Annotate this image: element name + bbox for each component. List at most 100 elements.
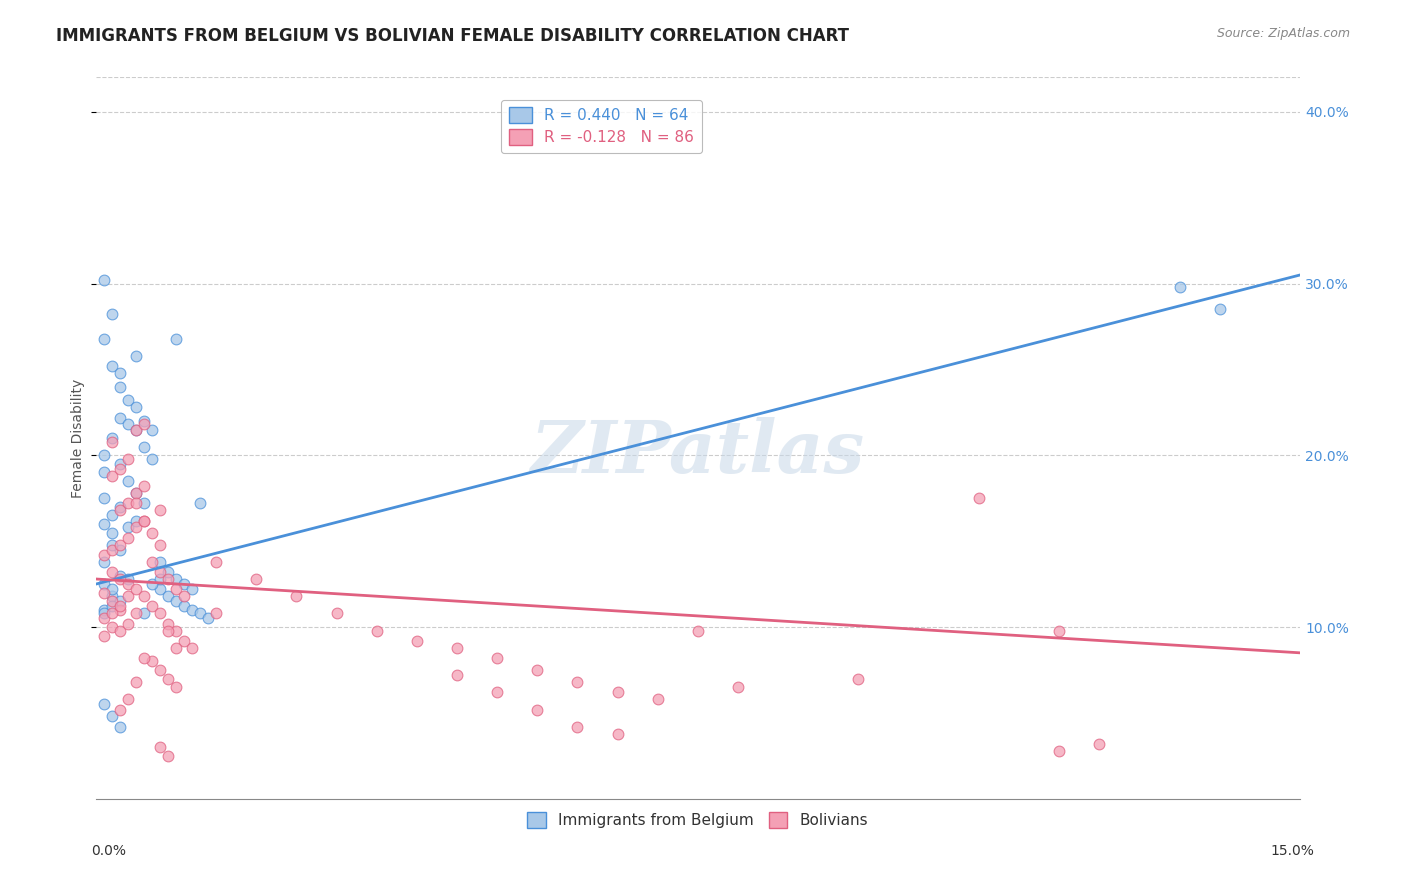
Point — [100, 620, 122, 634]
Point — [149, 503, 172, 517]
Point — [156, 748, 179, 763]
Point — [173, 633, 195, 648]
Point — [132, 651, 155, 665]
Point — [526, 663, 548, 677]
Text: 0.0%: 0.0% — [91, 844, 127, 857]
Point — [141, 655, 163, 669]
Point — [100, 308, 122, 322]
Text: Source: ZipAtlas.com: Source: ZipAtlas.com — [1216, 27, 1350, 40]
Point — [93, 629, 115, 643]
Point — [125, 423, 148, 437]
Point — [132, 440, 155, 454]
Point — [165, 624, 187, 638]
Point — [1209, 302, 1232, 317]
Point — [446, 668, 468, 682]
Point — [173, 589, 195, 603]
Text: ZIPatlas: ZIPatlas — [531, 417, 865, 488]
Point — [647, 692, 669, 706]
Point — [165, 582, 187, 597]
Point — [108, 457, 131, 471]
Point — [100, 565, 122, 579]
Point — [132, 496, 155, 510]
Point — [606, 685, 628, 699]
Point — [526, 702, 548, 716]
Point — [108, 603, 131, 617]
Point — [405, 633, 427, 648]
Legend: Immigrants from Belgium, Bolivians: Immigrants from Belgium, Bolivians — [522, 806, 875, 835]
Point — [100, 594, 122, 608]
Point — [93, 607, 115, 621]
Point — [132, 514, 155, 528]
Point — [93, 516, 115, 531]
Point — [108, 572, 131, 586]
Point — [125, 401, 148, 415]
Point — [125, 582, 148, 597]
Point — [325, 607, 347, 621]
Point — [125, 349, 148, 363]
Point — [125, 514, 148, 528]
Point — [141, 555, 163, 569]
Point — [149, 572, 172, 586]
Point — [149, 555, 172, 569]
Point — [1088, 737, 1111, 751]
Point — [1047, 624, 1070, 638]
Point — [173, 577, 195, 591]
Point — [366, 624, 388, 638]
Point — [149, 663, 172, 677]
Point — [132, 414, 155, 428]
Point — [197, 611, 219, 625]
Point — [100, 589, 122, 603]
Point — [125, 496, 148, 510]
Point — [173, 599, 195, 614]
Point — [125, 675, 148, 690]
Point — [156, 565, 179, 579]
Point — [686, 624, 709, 638]
Point — [117, 577, 139, 591]
Point — [100, 434, 122, 449]
Point — [117, 496, 139, 510]
Point — [117, 692, 139, 706]
Point — [100, 599, 122, 614]
Point — [93, 491, 115, 506]
Point — [165, 331, 187, 345]
Point — [141, 423, 163, 437]
Point — [967, 491, 990, 506]
Point — [205, 607, 228, 621]
Point — [486, 685, 509, 699]
Point — [108, 366, 131, 380]
Point — [100, 431, 122, 445]
Point — [117, 520, 139, 534]
Point — [93, 698, 115, 712]
Point — [606, 726, 628, 740]
Point — [132, 417, 155, 432]
Point — [117, 393, 139, 408]
Point — [125, 607, 148, 621]
Point — [848, 672, 870, 686]
Point — [108, 379, 131, 393]
Point — [93, 448, 115, 462]
Point — [108, 594, 131, 608]
Point — [156, 616, 179, 631]
Point — [93, 585, 115, 599]
Point — [108, 702, 131, 716]
Point — [108, 542, 131, 557]
Point — [149, 740, 172, 755]
Point — [93, 555, 115, 569]
Point — [156, 589, 179, 603]
Point — [117, 474, 139, 488]
Point — [132, 589, 155, 603]
Point — [93, 611, 115, 625]
Point — [165, 680, 187, 694]
Point — [727, 680, 749, 694]
Point — [108, 720, 131, 734]
Point — [100, 508, 122, 523]
Text: IMMIGRANTS FROM BELGIUM VS BOLIVIAN FEMALE DISABILITY CORRELATION CHART: IMMIGRANTS FROM BELGIUM VS BOLIVIAN FEMA… — [56, 27, 849, 45]
Point — [100, 709, 122, 723]
Point — [93, 548, 115, 562]
Point — [141, 525, 163, 540]
Point — [125, 423, 148, 437]
Point — [100, 525, 122, 540]
Point — [100, 542, 122, 557]
Point — [181, 603, 204, 617]
Point — [117, 616, 139, 631]
